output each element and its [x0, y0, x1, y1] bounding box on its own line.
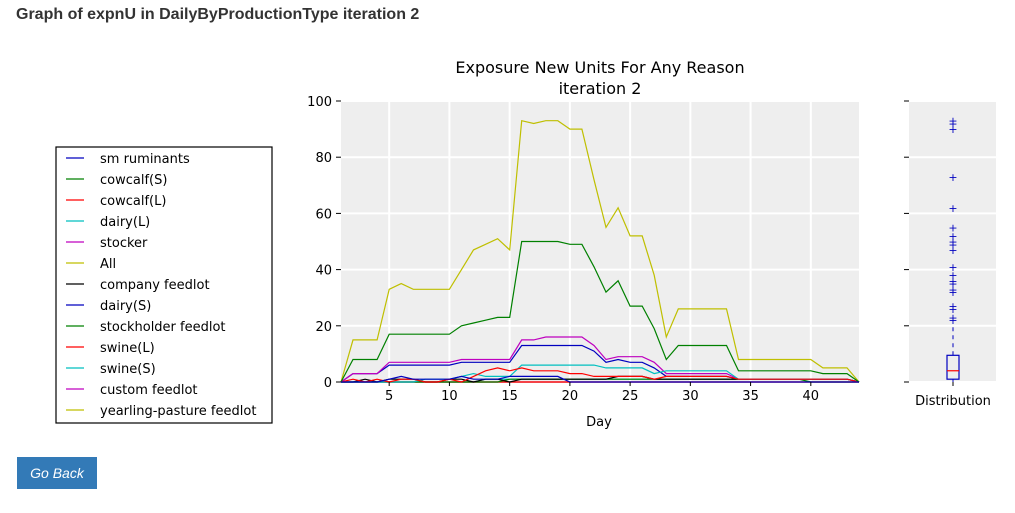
legend-label: dairy(S) — [100, 299, 151, 314]
distribution-outlier: + — [948, 283, 957, 296]
series-line-sm-ruminants — [341, 375, 859, 383]
legend-item: sm ruminants — [66, 152, 190, 167]
legend-item: company feedlot — [66, 278, 210, 293]
legend-item: stocker — [66, 236, 148, 251]
y-tick-label: 100 — [307, 95, 332, 110]
x-tick-label: 25 — [622, 389, 639, 404]
legend-label: swine(L) — [100, 341, 155, 356]
legend-label: sm ruminants — [100, 152, 190, 167]
legend-box — [55, 146, 273, 424]
legend-label: swine(S) — [100, 362, 156, 377]
chart-title: Exposure New Units For Any Reason — [455, 58, 744, 77]
legend-item: dairy(L) — [66, 215, 150, 230]
distribution-outlier: + — [948, 244, 957, 257]
distribution-outlier: + — [948, 238, 957, 251]
distribution-area — [909, 101, 996, 382]
distribution-outlier: + — [948, 300, 957, 313]
y-tick-label: 0 — [324, 376, 332, 391]
distribution-outlier: + — [948, 269, 957, 282]
distribution-outlier: + — [948, 171, 957, 184]
legend-item: yearling-pasture feedlot — [66, 404, 256, 419]
legend-item: swine(S) — [66, 362, 156, 377]
go-back-button[interactable]: Go Back — [17, 457, 97, 489]
page-title: Graph of expnU in DailyByProductionType … — [16, 6, 420, 23]
y-tick-label: 40 — [315, 264, 332, 279]
distribution-label: Distribution — [915, 394, 991, 409]
legend-label: company feedlot — [100, 278, 210, 293]
legend-label: cowcalf(L) — [100, 194, 166, 209]
x-tick-label: 40 — [803, 389, 820, 404]
y-tick-label: 60 — [315, 207, 332, 222]
legend-label: yearling-pasture feedlot — [100, 404, 256, 419]
plot-area — [341, 101, 859, 382]
distribution-box — [946, 354, 960, 380]
x-tick-label: 30 — [682, 389, 699, 404]
series-line-cowcalf-l- — [340, 367, 860, 383]
distribution-outlier: + — [948, 261, 957, 274]
x-tick-label: 15 — [501, 389, 518, 404]
distribution-outlier: + — [948, 230, 957, 243]
legend-label: All — [100, 257, 116, 272]
series-line-all — [340, 119, 860, 383]
legend-label: stocker — [100, 236, 148, 251]
distribution-outlier: + — [948, 278, 957, 291]
distribution-outlier: + — [948, 303, 957, 316]
legend-item: stockholder feedlot — [66, 320, 226, 335]
x-tick-label: 35 — [742, 389, 759, 404]
x-tick-label: 5 — [385, 389, 393, 404]
series-line-cowcalf-s- — [340, 240, 860, 383]
distribution-outlier: + — [948, 286, 957, 299]
legend-item: cowcalf(L) — [66, 194, 166, 209]
x-axis-label: Day — [586, 415, 612, 430]
legend-label: custom feedlot — [100, 383, 198, 398]
distribution-outlier: + — [948, 202, 957, 215]
distribution-outlier: + — [948, 123, 957, 136]
legend-item: All — [66, 257, 116, 272]
x-tick-label: 20 — [562, 389, 579, 404]
legend-label: stockholder feedlot — [100, 320, 226, 335]
legend-label: cowcalf(S) — [100, 173, 167, 188]
distribution-outlier: + — [948, 311, 957, 324]
legend-label: dairy(L) — [100, 215, 150, 230]
x-tick-label: 10 — [441, 389, 458, 404]
distribution-outlier: + — [948, 115, 957, 128]
distribution-outlier: + — [948, 236, 957, 249]
y-tick-label: 80 — [315, 151, 332, 166]
legend-item: custom feedlot — [66, 383, 198, 398]
distribution-outlier: + — [948, 117, 957, 130]
legend: sm ruminants cowcalf(S) cowcalf(L) dairy(L)… — [55, 146, 273, 424]
distribution-outlier: + — [948, 314, 957, 327]
chart-subtitle: iteration 2 — [559, 79, 642, 98]
legend-item: cowcalf(S) — [66, 173, 167, 188]
y-tick-label: 20 — [315, 320, 332, 335]
legend-item: dairy(S) — [66, 299, 151, 314]
legend-item: swine(L) — [66, 341, 155, 356]
distribution-outlier: + — [948, 221, 957, 234]
distribution-outlier: + — [948, 275, 957, 288]
